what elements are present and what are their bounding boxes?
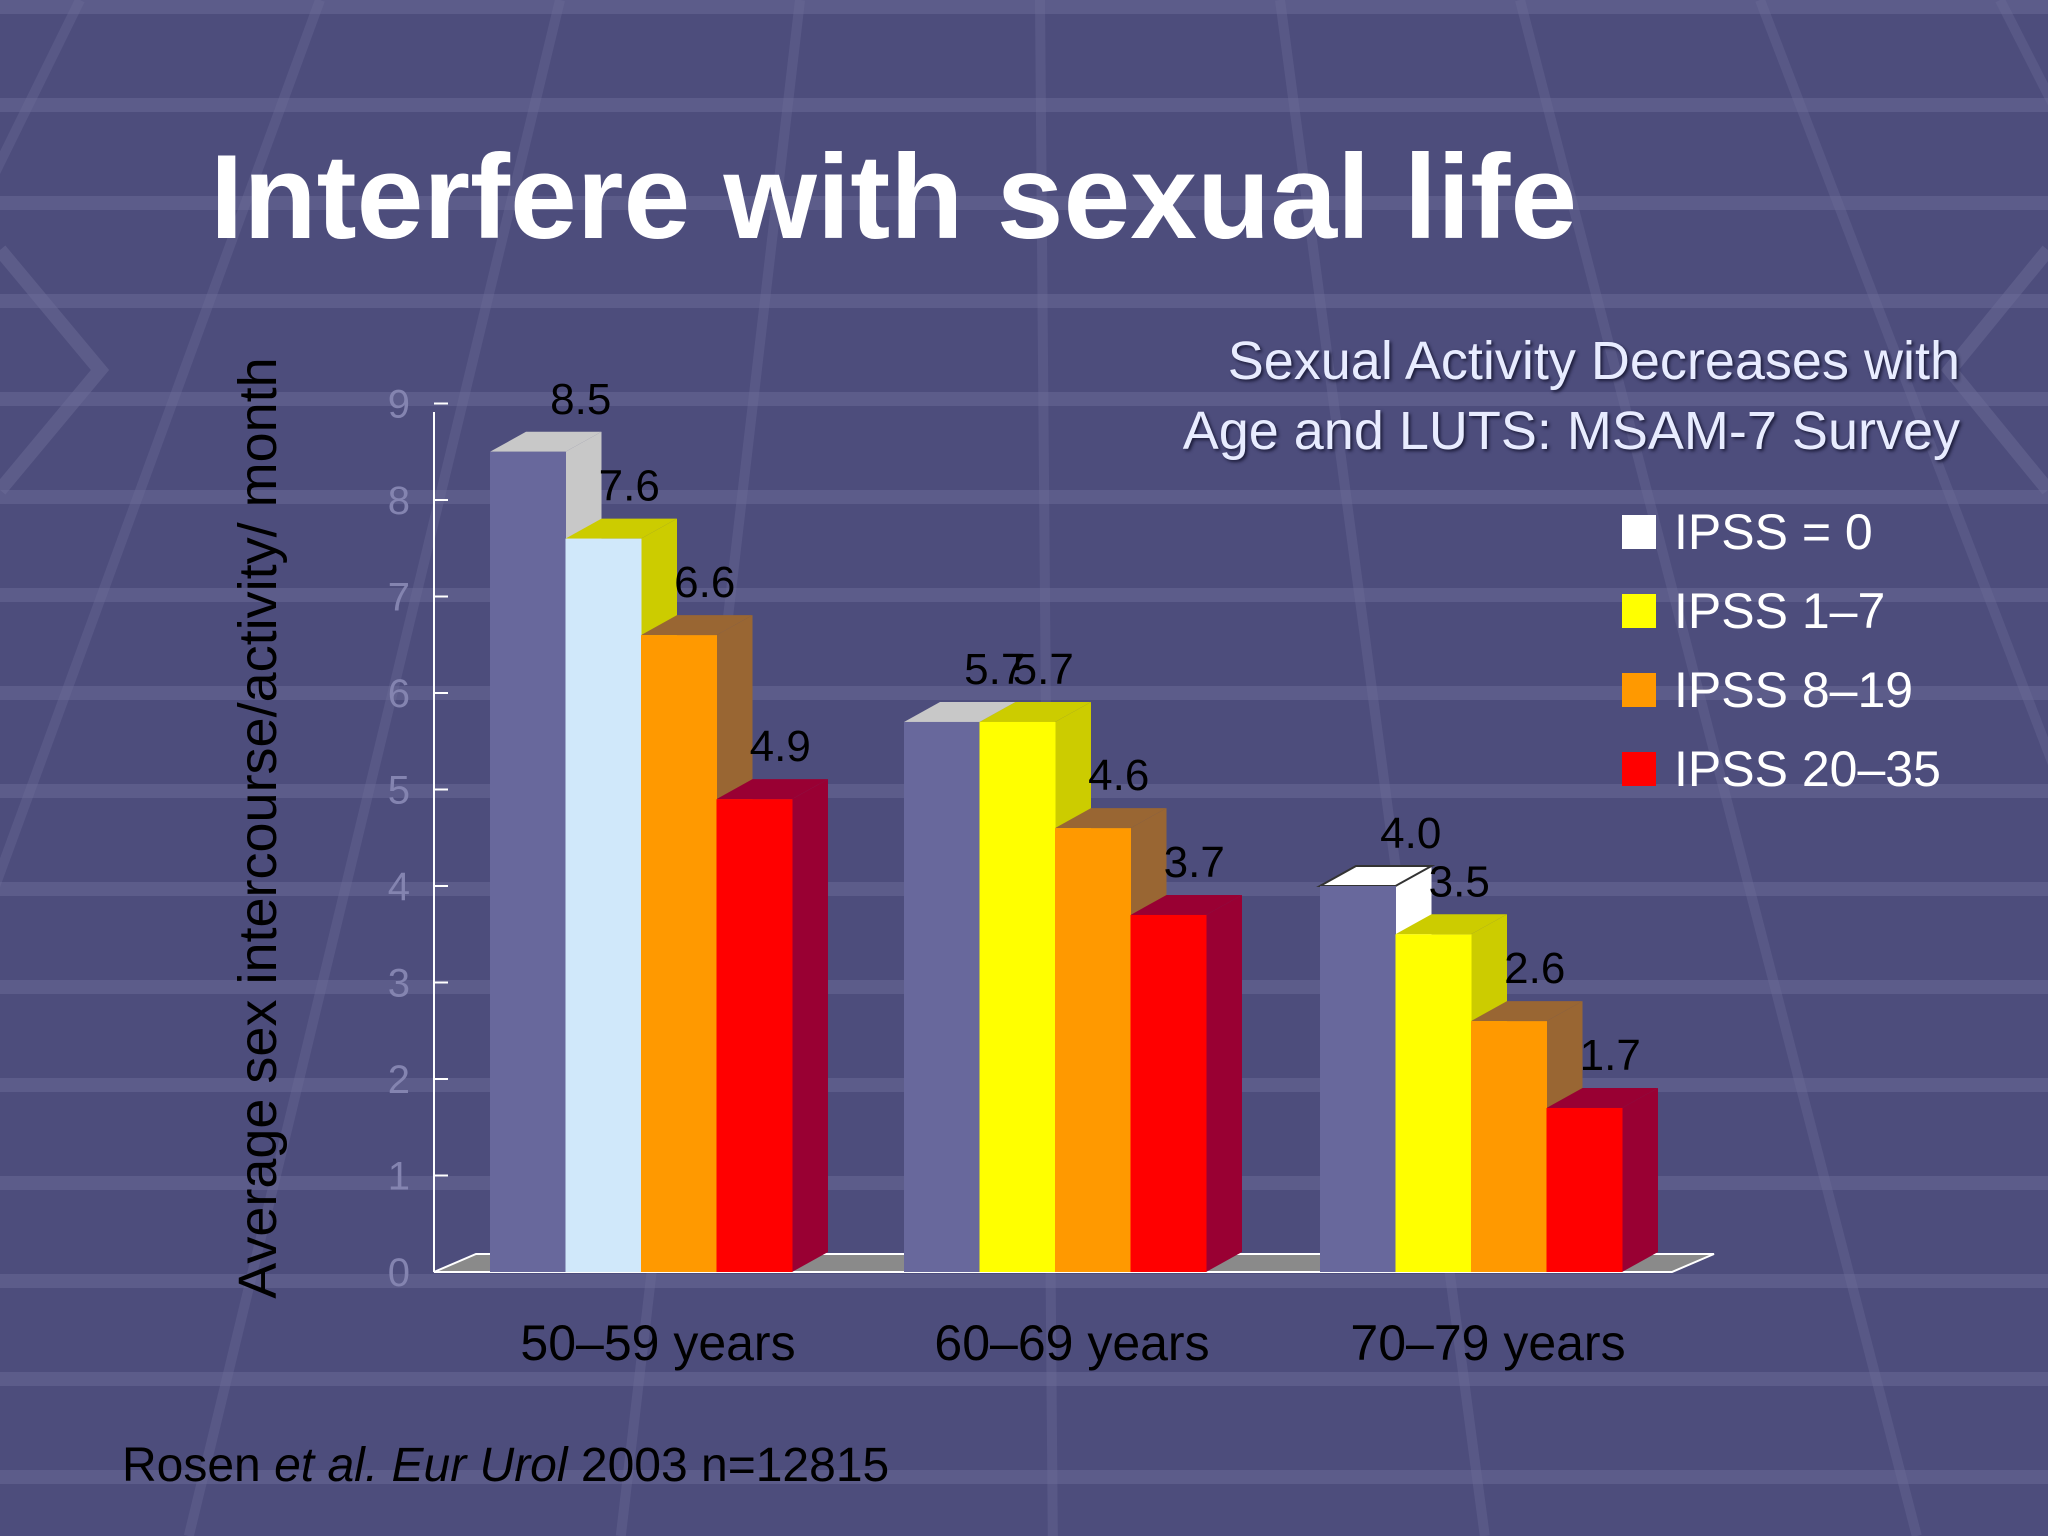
bar-side xyxy=(1622,1087,1658,1272)
chart-title: Sexual Activity Decreases with Age and L… xyxy=(1060,326,1960,466)
legend-item: IPSS 8–19 xyxy=(1622,650,1941,729)
bar-value-label: 2.6 xyxy=(1504,944,1565,993)
bar-value-label: 4.9 xyxy=(750,722,811,771)
bar-top xyxy=(1546,1087,1658,1108)
bar-side xyxy=(1206,894,1242,1272)
x-category-label: 60–69 years xyxy=(934,1315,1209,1371)
y-tick-label: 3 xyxy=(388,962,410,1006)
legend-label: IPSS 20–35 xyxy=(1674,740,1941,797)
bar xyxy=(979,721,1056,1272)
bar-top xyxy=(1055,808,1167,829)
bar-value-label: 7.6 xyxy=(599,462,660,511)
y-tick-label: 7 xyxy=(388,576,410,620)
legend-swatch xyxy=(1622,514,1656,549)
bar-value-label: 6.6 xyxy=(674,558,735,607)
bar-value-label: 5.7 xyxy=(964,645,1025,694)
bar-top xyxy=(490,431,602,452)
y-tick-label: 9 xyxy=(388,383,410,427)
bar xyxy=(565,538,642,1272)
bar-top xyxy=(716,779,828,800)
y-tick-label: 6 xyxy=(388,672,410,716)
chart-title-line-2: Age and LUTS: MSAM-7 Survey xyxy=(1182,401,1960,461)
legend-label: IPSS 8–19 xyxy=(1674,661,1914,718)
bar-top xyxy=(1395,914,1507,935)
bar-top xyxy=(1130,894,1242,915)
citation-author: Rosen xyxy=(122,1439,275,1492)
bar xyxy=(641,635,717,1272)
chart-title-line-1: Sexual Activity Decreases with xyxy=(1227,331,1960,391)
bar xyxy=(1320,886,1396,1272)
bar-value-label: 5.7 xyxy=(1013,645,1074,694)
x-category-label: 50–59 years xyxy=(520,1315,795,1371)
bar-top xyxy=(1471,1001,1583,1022)
y-tick-label: 2 xyxy=(388,1058,410,1102)
citation-etal: et al. xyxy=(274,1439,379,1492)
bar xyxy=(904,721,980,1272)
x-category-label: 70–79 years xyxy=(1350,1315,1625,1371)
legend-item: IPSS 1–7 xyxy=(1622,571,1941,650)
bar-value-label: 3.5 xyxy=(1429,857,1490,906)
bar xyxy=(716,799,793,1272)
legend-swatch xyxy=(1622,672,1656,707)
legend-item: IPSS 20–35 xyxy=(1622,729,1941,808)
y-tick-label: 8 xyxy=(388,479,410,523)
slide-title: Interfere with sexual life xyxy=(210,130,1578,264)
legend-swatch xyxy=(1622,593,1656,628)
y-tick-label: 4 xyxy=(388,865,410,909)
bar-value-label: 3.7 xyxy=(1164,838,1225,887)
bar xyxy=(1130,914,1207,1272)
bar xyxy=(1055,828,1131,1272)
bar-top xyxy=(904,701,1016,722)
bar xyxy=(1395,934,1472,1272)
bar xyxy=(1471,1021,1547,1272)
legend-item: IPSS = 0 xyxy=(1622,492,1941,571)
bar-top xyxy=(641,615,753,636)
y-tick-label: 0 xyxy=(388,1251,410,1295)
legend-label: IPSS 1–7 xyxy=(1674,582,1886,639)
bar-value-label: 4.6 xyxy=(1088,751,1149,800)
legend-label: IPSS = 0 xyxy=(1674,503,1873,560)
bar xyxy=(1546,1107,1623,1272)
legend-swatch xyxy=(1622,751,1656,786)
y-tick-label: 5 xyxy=(388,769,410,813)
bar-value-label: 4.0 xyxy=(1380,809,1441,858)
bar-top xyxy=(979,701,1091,722)
bar-side xyxy=(792,779,828,1272)
citation-journal: Eur Urol xyxy=(391,1439,568,1492)
bar-value-label: 8.5 xyxy=(550,375,611,424)
chart-legend: IPSS = 0 IPSS 1–7 IPSS 8–19 IPSS 20–35 xyxy=(1622,492,1941,808)
citation: Rosen et al. Eur Urol 2003 n=12815 xyxy=(122,1438,889,1493)
bar-value-label: 1.7 xyxy=(1580,1031,1641,1080)
y-tick-label: 1 xyxy=(388,1155,410,1199)
bar-top xyxy=(565,518,677,539)
citation-rest: 2003 n=12815 xyxy=(567,1439,890,1492)
bar xyxy=(490,451,566,1272)
